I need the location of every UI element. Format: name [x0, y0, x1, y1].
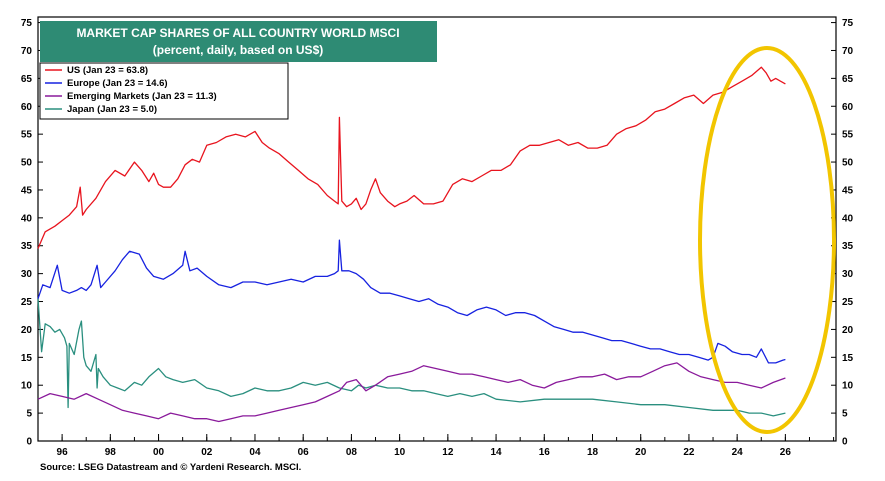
- x-tick-label: 18: [587, 447, 599, 458]
- x-tick-label: 10: [394, 447, 406, 458]
- y-tick-label-left: 35: [21, 241, 33, 252]
- y-tick-label-left: 60: [21, 102, 33, 113]
- y-tick-label-left: 20: [21, 325, 33, 336]
- x-tick-label: 98: [105, 447, 117, 458]
- x-tick-label: 96: [57, 447, 69, 458]
- y-tick-label-right: 20: [842, 325, 854, 336]
- y-tick-label-right: 35: [842, 241, 854, 252]
- chart-subtitle: (percent, daily, based on US$): [153, 43, 323, 57]
- y-tick-label-left: 30: [21, 269, 33, 280]
- chart-title: MARKET CAP SHARES OF ALL COUNTRY WORLD M…: [76, 26, 399, 40]
- y-tick-label-right: 30: [842, 269, 854, 280]
- y-tick-label-right: 5: [842, 409, 848, 420]
- x-tick-label: 00: [153, 447, 165, 458]
- x-tick-label: 26: [780, 447, 792, 458]
- series-line-3: [37, 298, 786, 417]
- plot-frame: [37, 16, 837, 442]
- y-tick-label-left: 25: [21, 297, 33, 308]
- title-box-bg: [40, 21, 437, 62]
- series-line-0: [37, 66, 786, 249]
- series-line-1: [37, 239, 786, 364]
- x-tick-label: 12: [442, 447, 454, 458]
- x-tick-label: 02: [201, 447, 213, 458]
- y-tick-label-right: 75: [842, 18, 854, 29]
- y-tick-label-right: 45: [842, 185, 854, 196]
- y-tick-label-right: 0: [842, 437, 848, 448]
- y-tick-label-left: 50: [21, 158, 33, 169]
- highlight-ellipse: [698, 46, 836, 434]
- series-line-2: [37, 362, 786, 423]
- x-tick-label: 24: [732, 447, 744, 458]
- y-tick-label-right: 55: [842, 130, 854, 141]
- legend-box: [39, 62, 289, 120]
- x-tick-label: 16: [539, 447, 551, 458]
- y-tick-label-right: 25: [842, 297, 854, 308]
- y-tick-label-left: 70: [21, 46, 33, 57]
- y-tick-label-right: 10: [842, 381, 854, 392]
- x-tick-label: 04: [249, 447, 261, 458]
- y-tick-label-right: 40: [842, 213, 854, 224]
- y-tick-label-right: 50: [842, 158, 854, 169]
- y-tick-label-left: 5: [26, 409, 32, 420]
- x-tick-label: 06: [298, 447, 310, 458]
- y-tick-label-right: 60: [842, 102, 854, 113]
- legend-label: US (Jan 23 = 63.8): [67, 65, 148, 76]
- y-tick-label-left: 55: [21, 130, 33, 141]
- x-tick-label: 08: [346, 447, 358, 458]
- x-tick-label: 20: [635, 447, 647, 458]
- y-tick-label-left: 65: [21, 74, 33, 85]
- source-note: Source: LSEG Datastream and © Yardeni Re…: [40, 462, 302, 473]
- y-tick-label-left: 40: [21, 213, 33, 224]
- y-tick-label-right: 65: [842, 74, 854, 85]
- x-tick-label: 22: [683, 447, 695, 458]
- legend: US (Jan 23 = 63.8) Europe (Jan 23 = 14.6)…: [39, 62, 289, 120]
- x-tick-label: 14: [491, 447, 503, 458]
- y-tick-label-left: 0: [26, 437, 32, 448]
- legend-label: Emerging Markets (Jan 23 = 11.3): [67, 91, 217, 102]
- series-layer: [37, 66, 786, 423]
- y-tick-label-left: 15: [21, 353, 33, 364]
- y-tick-label-left: 75: [21, 18, 33, 29]
- title-box: MARKET CAP SHARES OF ALL COUNTRY WORLD M…: [40, 21, 437, 62]
- y-tick-label-left: 10: [21, 381, 33, 392]
- y-tick-label-right: 70: [842, 46, 854, 57]
- y-tick-label-right: 15: [842, 353, 854, 364]
- legend-label: Japan (Jan 23 = 5.0): [67, 104, 157, 115]
- legend-label: Europe (Jan 23 = 14.6): [67, 78, 168, 89]
- y-tick-label-left: 45: [21, 185, 33, 196]
